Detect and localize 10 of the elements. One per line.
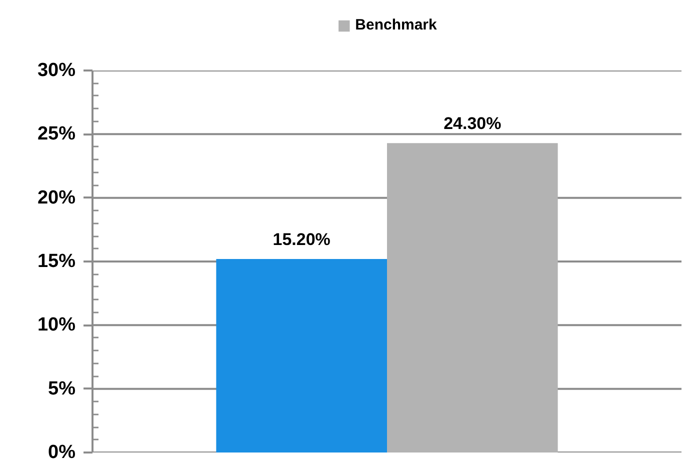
y-tick-label: 20% (37, 187, 76, 208)
legend-label: Benchmark (355, 16, 437, 34)
y-tick-label: 0% (48, 442, 76, 463)
y-tick-label: 10% (37, 314, 76, 336)
data-label: 24.30% (444, 114, 502, 134)
y-tick-label: 5% (48, 378, 76, 400)
y-tick-label: 15% (37, 251, 76, 272)
y-tick-label: 25% (37, 124, 76, 145)
data-label: 15.20% (272, 230, 330, 249)
y-tick-label: 30% (37, 60, 76, 81)
